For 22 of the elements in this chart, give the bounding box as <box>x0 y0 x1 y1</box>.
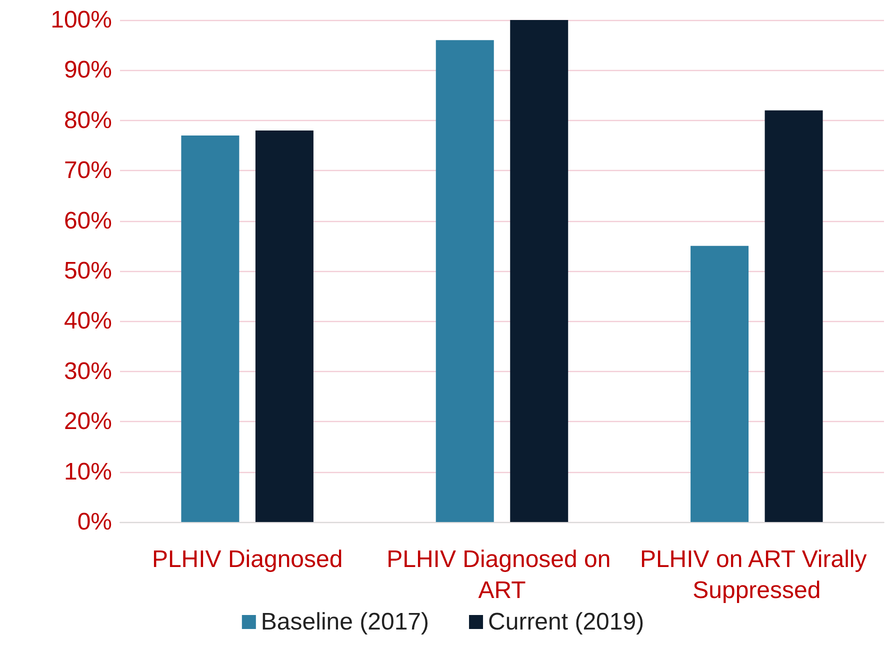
y-tick-label: 30% <box>64 358 112 385</box>
y-tick-label: 10% <box>64 458 112 486</box>
legend-label: Current (2019) <box>488 608 644 636</box>
legend-label: Baseline (2017) <box>260 608 430 636</box>
y-tick-label: 50% <box>64 258 112 284</box>
x-tick-label: PLHIV Diagnosed on ART <box>386 546 618 604</box>
y-tick-label: 100% <box>50 6 112 34</box>
x-tick-label: PLHIV Diagnosed <box>152 546 343 573</box>
y-tick-label: 40% <box>64 308 112 335</box>
y-tick-label: 20% <box>64 408 112 436</box>
y-tick-label: 90% <box>64 56 112 84</box>
x-tick-label: PLHIV on ART Virally Suppressed <box>640 546 874 604</box>
bar <box>436 40 494 522</box>
y-tick-label: 70% <box>64 157 112 184</box>
bar <box>764 110 823 522</box>
y-tick-label: 60% <box>64 207 112 234</box>
bar <box>181 135 240 522</box>
bar <box>690 246 749 522</box>
bar <box>510 20 568 522</box>
y-tick-label: 0% <box>77 508 112 536</box>
y-tick-label: 80% <box>64 106 112 134</box>
bar <box>255 130 314 522</box>
